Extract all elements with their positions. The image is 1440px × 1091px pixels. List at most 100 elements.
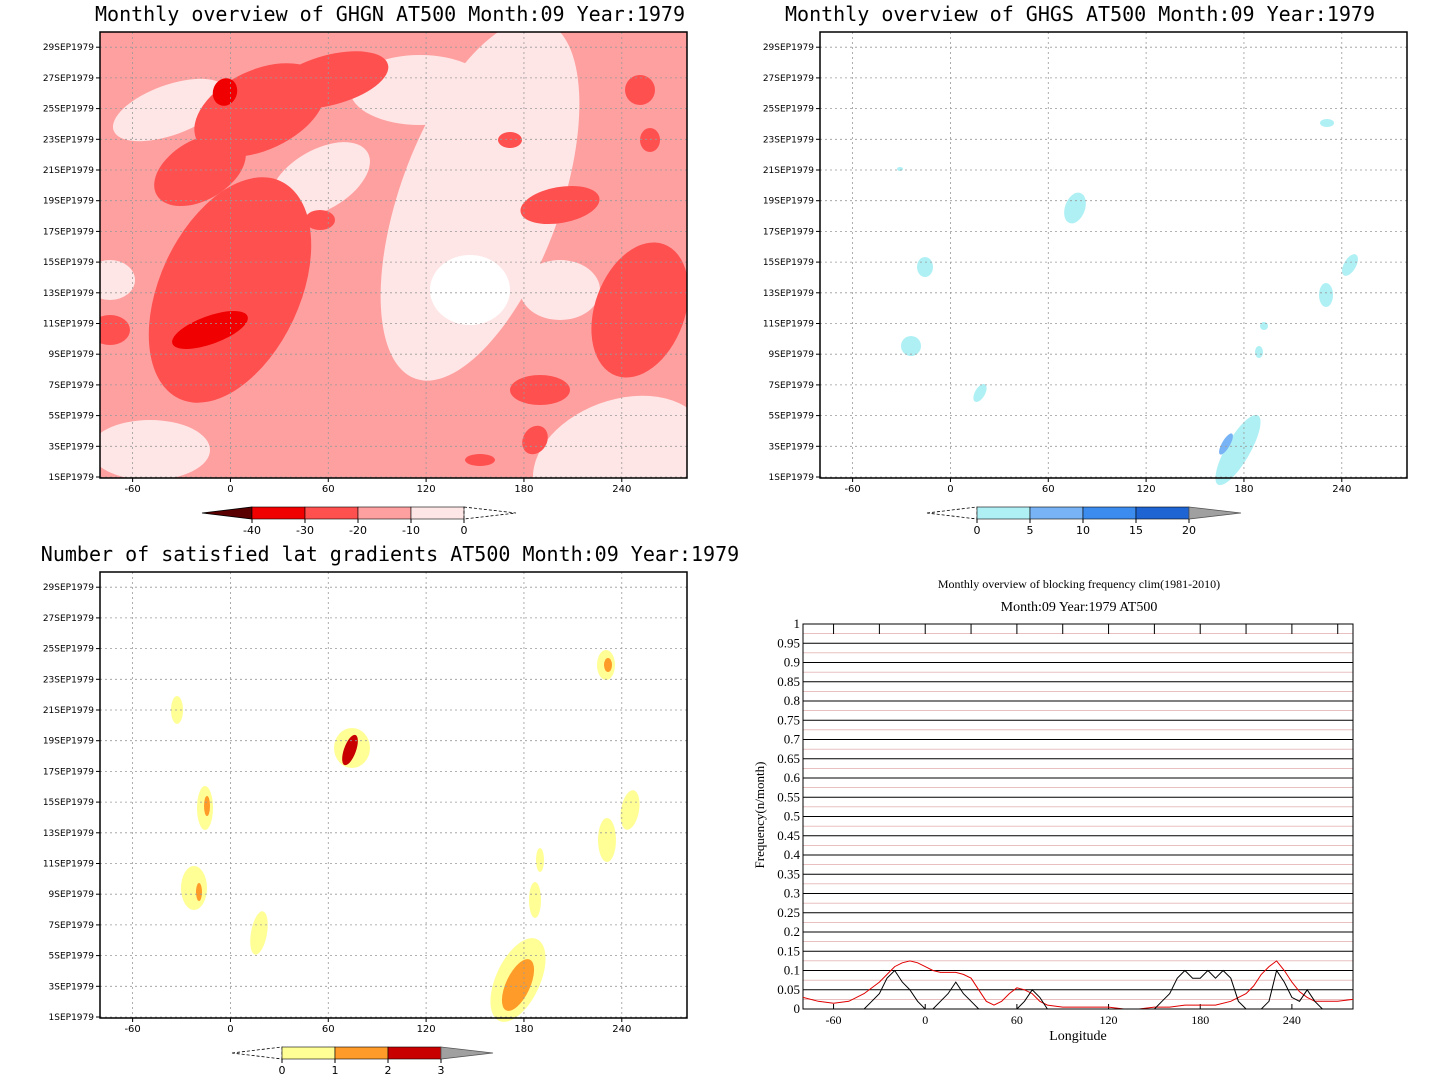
ghgn-field-light xyxy=(100,420,210,478)
latgrad-field-mid xyxy=(604,658,612,672)
freq-ytick-label: 0.1 xyxy=(784,963,800,978)
ghgs-cbar-left-arrow xyxy=(926,506,978,520)
ghgs-ytick-label: 27SEP1979 xyxy=(763,74,814,84)
ghgn-field-dark xyxy=(520,185,600,225)
ghgs-colorbar: 0 5 10 15 20 xyxy=(925,505,1251,539)
freq-subtitle: Month:09 Year:1979 AT500 xyxy=(1001,600,1158,615)
latgrad-ytick-label: 11SEP1979 xyxy=(43,860,94,870)
freq-title: Monthly overview of blocking frequency c… xyxy=(938,577,1220,591)
ghgn-field xyxy=(100,32,687,478)
freq-ytick-label: 0.05 xyxy=(777,982,800,997)
ghgs-cbar-label: 0 xyxy=(974,524,981,535)
freq-ytick-label: 0.7 xyxy=(784,732,801,747)
freq-xtick-label: 60 xyxy=(1011,1013,1023,1027)
freq-ytick-label: 0.9 xyxy=(784,655,800,670)
ghgn-cbar-label: -30 xyxy=(296,524,314,535)
ghgn-field-light xyxy=(112,78,228,142)
freq-ytick-label: 0.55 xyxy=(777,789,800,804)
ghgn-cbar-swatch xyxy=(410,506,465,520)
ghgn-cbar-label: 0 xyxy=(461,524,468,535)
latgrad-cbar-label: 2 xyxy=(385,1064,392,1075)
latgrad-cbar-right-arrow xyxy=(440,1046,494,1060)
ghgn-colorbar: -40 -30 -20 -10 0 xyxy=(200,505,526,539)
latgrad-xtick-label: 240 xyxy=(612,1024,631,1035)
latgrad-ytick-label: 19SEP1979 xyxy=(43,737,94,747)
ghgn-ytick-label: 23SEP1979 xyxy=(43,135,94,145)
ghgs-cbar-swatch xyxy=(976,506,1031,520)
latgrad-ytick-label: 1SEP1979 xyxy=(49,1013,95,1023)
ghgn-ytick-label: 13SEP1979 xyxy=(43,289,94,299)
ghgn-xtick-label: 240 xyxy=(612,484,631,495)
latgrad-ytick-label: 21SEP1979 xyxy=(43,706,94,716)
ghgs-field-blob xyxy=(1215,414,1261,486)
latgrad-xtick-label: 120 xyxy=(417,1024,436,1035)
ghgn-cbar-swatch xyxy=(357,506,412,520)
freq-ytick-label: 0.6 xyxy=(784,770,801,785)
latgrad-cbar-label: 0 xyxy=(279,1064,286,1075)
latgrad-colorbar: 0 1 2 3 xyxy=(230,1045,503,1079)
ghgs-xtick-label: 60 xyxy=(1042,484,1055,495)
ghgn-field-dark xyxy=(522,425,548,455)
freq-xtick-label: 0 xyxy=(922,1013,928,1027)
ghgs-ytick-label: 23SEP1979 xyxy=(763,135,814,145)
latgrad-cbar-swatch xyxy=(334,1046,389,1060)
freq-ytick-label: 0.65 xyxy=(777,751,800,766)
latgrad-title: Number of satisfied lat gradients AT500 … xyxy=(40,542,740,566)
ghgs-ytick-label: 17SEP1979 xyxy=(763,227,814,237)
ghgs-ytick-label: 5SEP1979 xyxy=(769,412,815,422)
latgrad-xtick-label: 180 xyxy=(514,1024,533,1035)
ghgs-colorbar-svg: 0 5 10 15 20 xyxy=(926,506,1242,537)
ghgn-field-light xyxy=(100,260,135,300)
ghgs-xtick-label: 240 xyxy=(1332,484,1351,495)
ghgn-ytick-label: 3SEP1979 xyxy=(49,442,95,452)
ghgn-xtick-label: 60 xyxy=(322,484,335,495)
freq-ytick-label: 0.95 xyxy=(777,635,800,650)
latgrad-ytick-label: 17SEP1979 xyxy=(43,767,94,777)
freq-ytick-label: 0 xyxy=(794,1001,801,1016)
latgrad-plot: -60 0 60 120 180 240 1SEP1979 3SEP1979 5SEP1979 7… xyxy=(43,571,688,1035)
freq-ytick-label: 1 xyxy=(794,616,801,631)
latgrad-field-low xyxy=(250,911,268,955)
ghgn-xtick-label: -60 xyxy=(124,484,140,495)
ghgs-ytick-label: 19SEP1979 xyxy=(763,197,814,207)
ghgs-ytick-label: 21SEP1979 xyxy=(763,166,814,176)
freq-xtick-label: 120 xyxy=(1100,1013,1118,1027)
latgrad-ytick-label: 15SEP1979 xyxy=(43,798,94,808)
latgrad-cbar-swatch xyxy=(387,1046,442,1060)
ghgs-cbar-right-arrow xyxy=(1188,506,1242,520)
latgrad-field-low xyxy=(536,848,544,872)
ghgs-frame xyxy=(819,31,1408,479)
freq-ytick-label: 0.8 xyxy=(784,693,800,708)
ghgn-ytick-label: 27SEP1979 xyxy=(43,74,94,84)
ghgn-field-dark xyxy=(640,128,660,152)
ghgs-cbar-label: 15 xyxy=(1129,524,1143,535)
ghgs-field-blob xyxy=(901,336,921,356)
ghgs-ytick-label: 9SEP1979 xyxy=(769,350,815,360)
panel-freq: Monthly overview of blocking frequency c… xyxy=(720,560,1440,1091)
freq-ytick-label: 0.4 xyxy=(784,847,801,862)
ghgn-ytick-label: 5SEP1979 xyxy=(49,412,95,422)
ghgs-cbar-swatch xyxy=(1135,506,1190,520)
ghgn-cbar-right-arrow xyxy=(463,506,517,520)
ghgs-cbar-swatch xyxy=(1082,506,1137,520)
ghgn-field-light xyxy=(520,260,600,320)
ghgn-field-dark xyxy=(510,375,570,405)
ghgn-field-darkest xyxy=(212,78,238,106)
latgrad-cbar-label: 1 xyxy=(332,1064,339,1075)
freq-ytick-label: 0.15 xyxy=(777,943,800,958)
ghgn-title: Monthly overview of GHGN AT500 Month:09 … xyxy=(94,2,685,26)
ghgs-xtick-label: 120 xyxy=(1137,484,1156,495)
ghgn-xtick-label: 120 xyxy=(417,484,436,495)
freq-ytick-label: 0.45 xyxy=(777,828,800,843)
ghgs-ytick-label: 29SEP1979 xyxy=(763,43,814,53)
ghgn-ytick-label: 1SEP1979 xyxy=(49,473,95,483)
freq-xlabel: Longitude xyxy=(1049,1029,1107,1044)
latgrad-field-low xyxy=(529,882,541,918)
ghgn-field-dark xyxy=(271,51,389,109)
latgrad-field-low xyxy=(598,818,616,862)
freq-series-line-1 xyxy=(803,969,1353,1010)
ghgn-ytick-label: 7SEP1979 xyxy=(49,381,95,391)
ghgn-cbar-left-arrow xyxy=(201,506,253,520)
ghgs-field-blob xyxy=(1260,322,1268,330)
freq-ylabel: Frequency(n/month) xyxy=(752,762,767,869)
